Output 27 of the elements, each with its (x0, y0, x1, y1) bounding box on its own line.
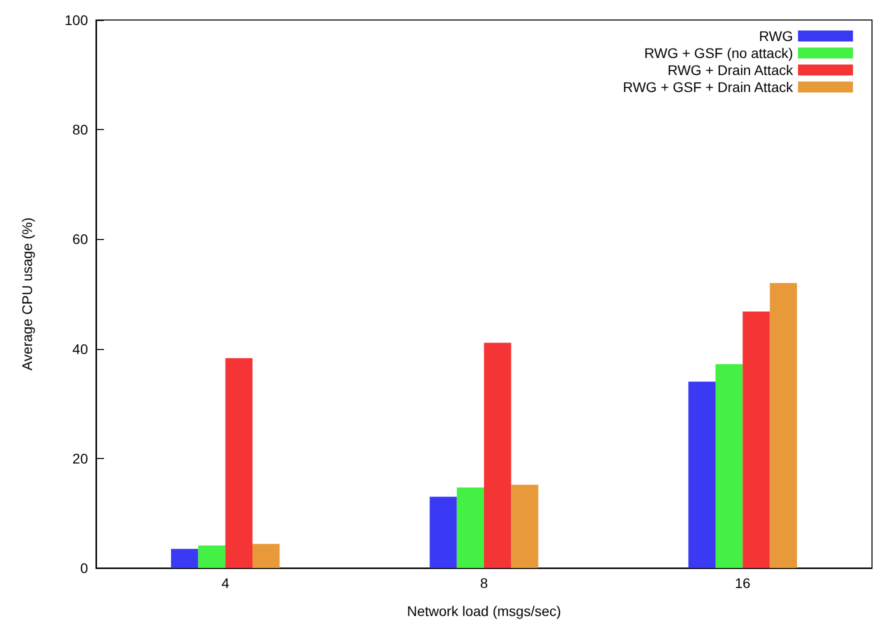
y-tick-label: 100 (64, 12, 88, 28)
legend-label: RWG (759, 28, 793, 44)
bar (484, 342, 512, 568)
legend-label: RWG + Drain Attack (668, 62, 794, 78)
bar (198, 546, 226, 568)
y-tick-label: 40 (72, 340, 88, 357)
legend-label: RWG + GSF (no attack) (644, 45, 793, 61)
bar (225, 358, 252, 568)
bar (456, 487, 484, 568)
bar (770, 283, 797, 568)
y-tick-label: 80 (72, 122, 88, 138)
bar (742, 312, 770, 568)
legend-label: RWG + GSF + Drain Attack (622, 79, 794, 95)
bar (688, 382, 716, 568)
y-tick-label: 20 (72, 450, 88, 466)
bar (430, 496, 457, 568)
y-axis-title: Average CPU usage (%) (19, 217, 35, 371)
x-tick-label: 8 (480, 575, 488, 591)
bar (511, 484, 538, 568)
x-tick-label: 4 (221, 575, 230, 591)
y-tick-label: 0 (80, 560, 88, 576)
x-tick-label: 16 (734, 575, 751, 591)
y-tick-label: 60 (72, 231, 88, 248)
bar (171, 548, 198, 568)
bar (716, 364, 743, 568)
bar (252, 544, 280, 568)
x-axis-title: Network load (msgs/sec) (406, 603, 562, 619)
